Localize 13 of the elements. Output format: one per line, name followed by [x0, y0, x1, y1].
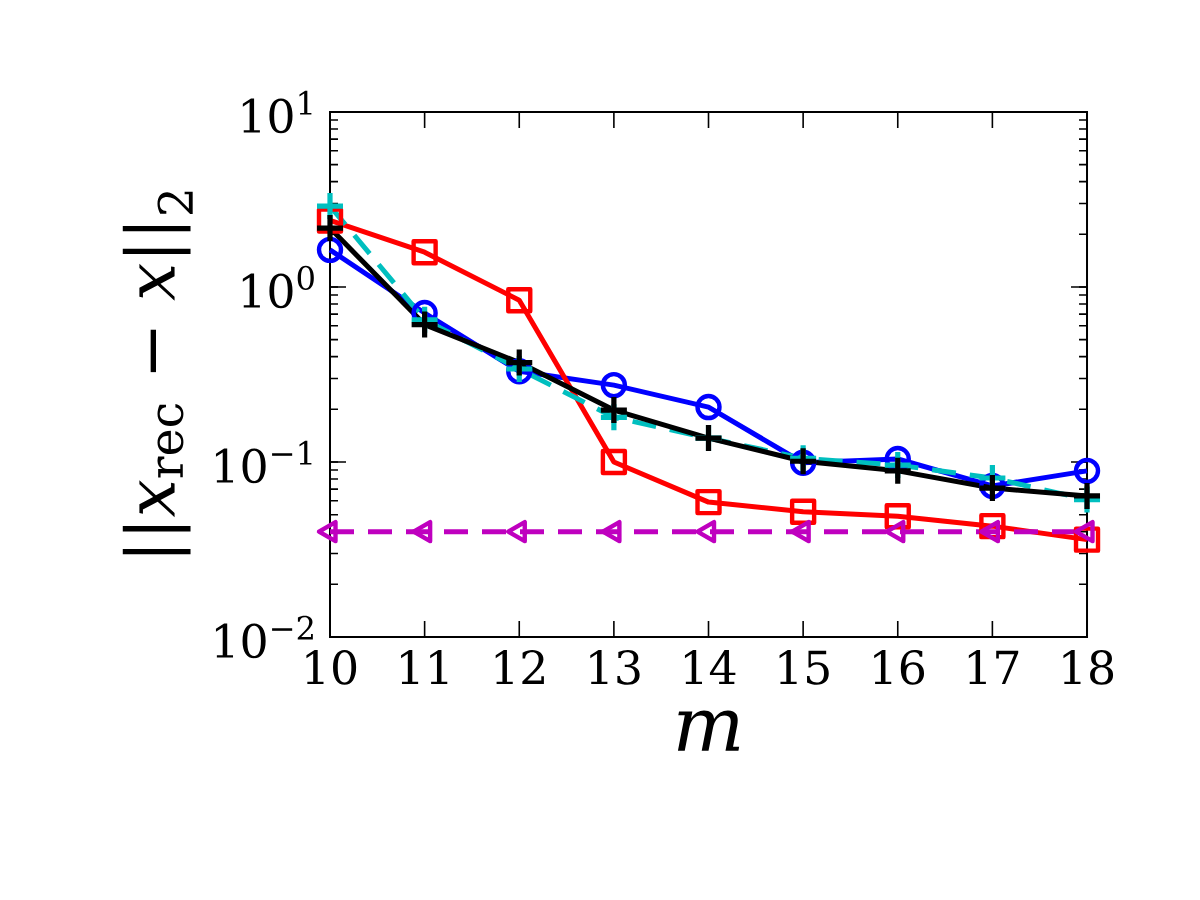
- x-tick-label: 14: [684, 650, 736, 685]
- y-tick-label: 10$^{0}$: [242, 265, 314, 309]
- x-tick-label: 18: [1063, 650, 1114, 685]
- y-tick-label: 10$^{1}$: [242, 90, 312, 134]
- x-tick-label: 15: [779, 650, 829, 685]
- x-tick-label: 12: [495, 650, 544, 685]
- x-tick-label: 13: [590, 650, 640, 685]
- x-tick-label: 11: [401, 650, 448, 685]
- y-tick-label: 10$^{−1}$: [215, 440, 312, 484]
- y-axis-title: ||x$_{rec}$ − x||$_{2}$: [122, 191, 193, 555]
- x-axis-title: m: [677, 710, 740, 751]
- x-tick-label: 17: [968, 650, 1019, 685]
- x-tick-label: 16: [874, 650, 925, 685]
